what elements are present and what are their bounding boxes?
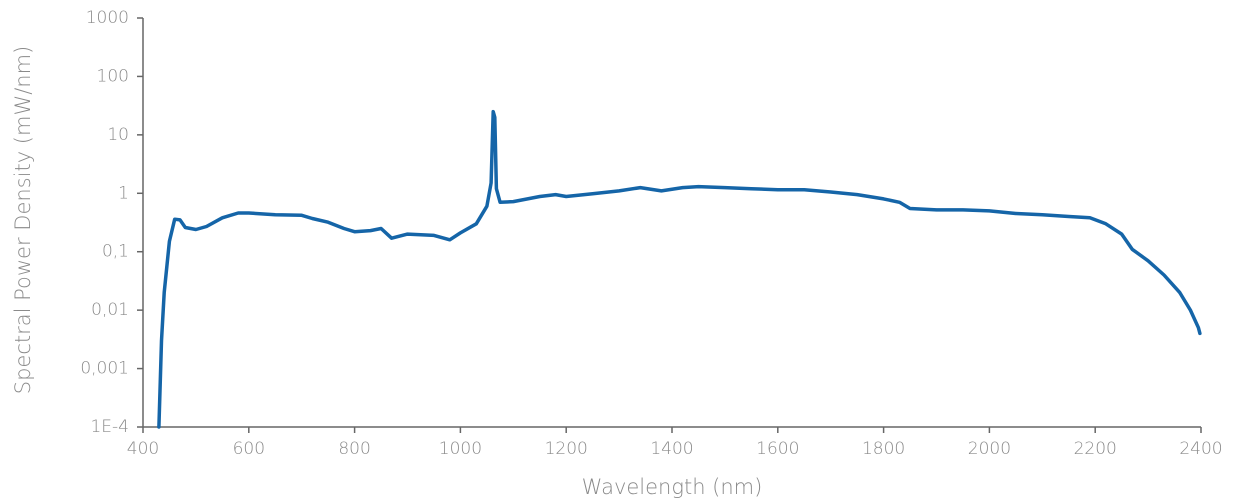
x-tick-label: 2200 [1074, 439, 1117, 459]
y-tick-label: 10 [107, 125, 129, 145]
y-tick-label: 0,001 [80, 359, 129, 379]
x-tick-label: 600 [233, 439, 265, 459]
x-tick-label: 1000 [439, 439, 482, 459]
x-tick-label: 1400 [650, 439, 693, 459]
x-tick-label: 2400 [1179, 439, 1222, 459]
line-series [157, 109, 1202, 429]
y-tick-label: 1000 [86, 8, 129, 28]
x-tick-label: 2000 [968, 439, 1011, 459]
y-tick-label: 100 [97, 66, 129, 86]
y-tick-label: 0,1 [102, 242, 129, 262]
x-tick-label: 800 [338, 439, 370, 459]
x-tick-label: 1200 [545, 439, 588, 459]
x-axis-label: Wavelength (nm) [582, 475, 763, 499]
x-tick-label: 1800 [862, 439, 905, 459]
y-tick-label: 1 [118, 183, 129, 203]
y-tick-label: 1E-4 [90, 417, 129, 437]
y-tick-label: 0,01 [91, 300, 129, 320]
y-axis-label: Spectral Power Density (mW/nm) [11, 46, 35, 395]
x-tick-label: 1600 [756, 439, 799, 459]
x-tick-label: 400 [127, 439, 159, 459]
